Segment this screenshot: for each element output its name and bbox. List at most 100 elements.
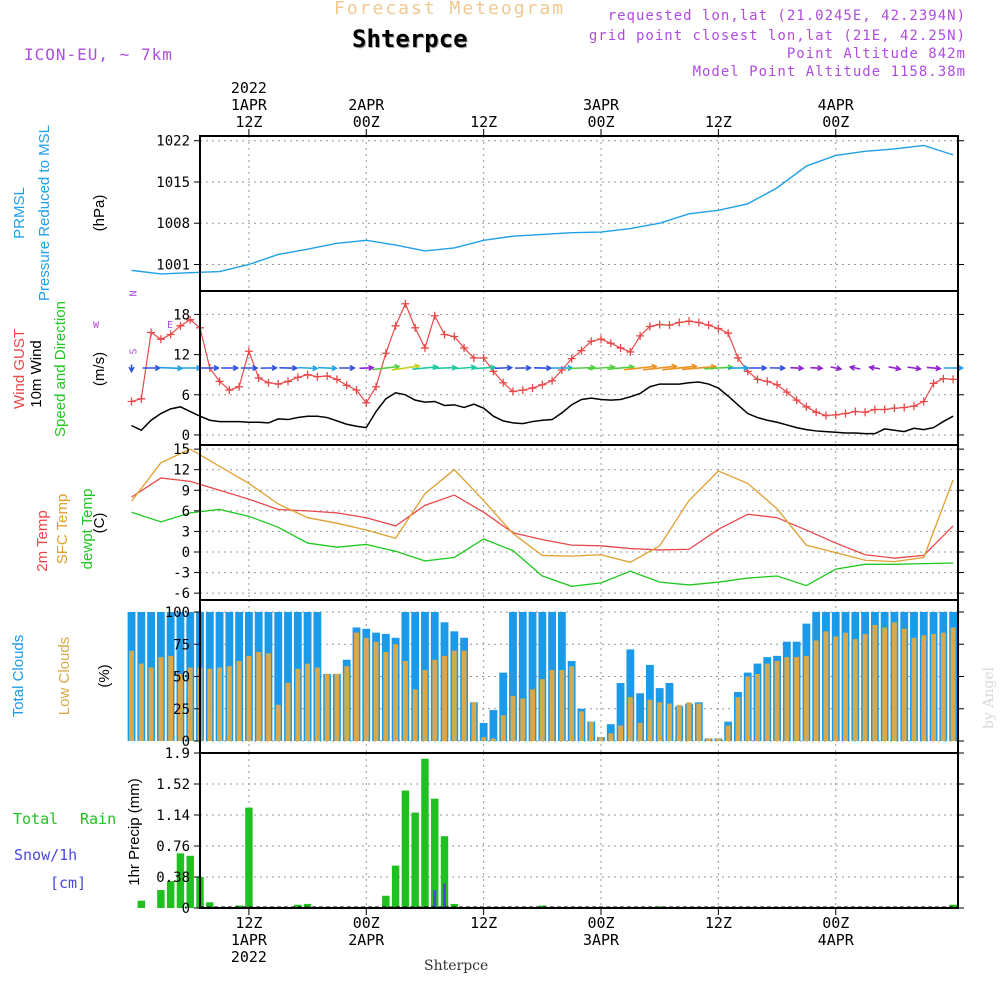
compass-s: S [128,348,140,355]
precip-ylabel: 1hr Precip (mm) [126,778,143,886]
low-clouds-bar [295,668,301,741]
compass-w: W [93,320,100,331]
wind-gust-marker [332,375,341,384]
wind-gust-marker [841,409,850,418]
bottom-time-label: 12Z [235,914,262,932]
low-clouds-bar [764,663,770,741]
low-clouds-bar [696,703,702,741]
y-tick-label: 0.38 [156,870,190,886]
y-tick-label: 1.52 [156,777,190,793]
model-label: ICON-EU, ~ 7km [24,45,173,64]
wind-direction-arrow [790,365,805,372]
wind-gust-marker [518,386,527,395]
snow-bar [433,890,437,908]
low-clouds-bar [314,667,320,741]
low-clouds-bar [490,738,496,741]
low-clouds-bar [461,650,467,741]
wind-direction-arrow [240,364,259,372]
wind-dir-label: Speed and Direction [52,301,69,437]
low-clouds-bar [706,738,712,741]
y-tick-label: 1015 [156,175,190,191]
wind-direction-arrow [888,365,902,372]
y-tick-label: -6 [173,586,190,602]
wind-gust-marker [704,321,713,330]
low-clouds-bar [138,663,144,741]
wind-direction-arrow [848,364,861,371]
wind-gust-marker [831,410,840,419]
rain-bar [235,905,243,908]
top-time-label: 12Z [470,113,497,131]
wind-gust-marker [156,335,165,344]
low-clouds-bar [627,697,633,741]
bottom-time-label: 4APR [818,931,855,949]
wind-gust-marker [929,379,938,388]
rain-bar [176,853,185,908]
y-tick-label: 75 [173,637,190,653]
rain-bar [401,790,410,908]
low-clouds-bar [256,651,262,741]
t2m-line [131,477,954,559]
sfc-temp-label: SFC Temp [54,493,71,565]
y-tick-label: 18 [173,307,190,323]
wind-gust-line [131,302,954,417]
total-clouds-label: Total Clouds [10,634,27,718]
y-tick-label: 3 [182,524,190,540]
total-clouds-bar [411,612,420,741]
wind-gust-marker [919,397,928,406]
wind-unit-label: (m/s) [91,351,108,387]
t2m-label: 2m Temp [34,510,51,572]
rain-bar [186,855,194,908]
wind-gust-marker [724,329,733,338]
low-clouds-bar [774,661,780,741]
y-tick-label: 15 [173,442,190,458]
wind-gust-marker [626,347,635,356]
wind-direction-arrow [868,364,881,371]
y-tick-label: 0 [182,545,190,561]
wind-direction-arrow [298,365,319,372]
low-clouds-bar [354,632,359,741]
wind-gust-marker [430,311,439,320]
wind-gust-marker [479,353,488,362]
low-clouds-bar [813,640,819,741]
wind-gust-marker [362,398,371,407]
low-clouds-bar [940,632,946,741]
wind-direction-arrow [748,364,768,372]
y-tick-label: 0 [182,428,190,444]
low-clouds-bar [471,702,477,741]
wind-gust-marker [381,349,390,358]
total-clouds-bar [528,612,537,741]
compass-n: N [128,290,140,297]
pressure-desc-label: Pressure Reduced to MSL [36,125,53,301]
wind-direction-arrow [359,364,375,371]
total-clouds-bar [636,693,645,741]
low-clouds-bar [530,689,535,741]
wind-gust-marker [254,374,263,383]
bottom-time-label: 00Z [587,914,614,932]
low-clouds-bar [715,738,721,741]
wind-gust-marker [293,373,302,382]
axis-layer: 1001100810151022061218-6-303691215025507… [156,79,964,966]
data-layer [127,144,965,908]
top-time-label: 2APR [348,96,385,114]
low-clouds-bar [657,702,663,741]
total-clouds-bar [518,612,527,741]
wind-gust-marker [733,353,742,362]
total-clouds-bar [616,682,625,741]
wind-gust-marker [939,374,948,383]
wind-direction-arrow [472,364,497,371]
low-clouds-bar [911,637,917,741]
wind-gust-marker [284,377,293,386]
panel-frame-pressure [199,135,959,292]
y-tick-label: 1.9 [165,746,190,762]
y-tick-label: 1008 [156,216,190,232]
panel-frame-temperature [199,444,959,601]
wind-direction-arrow [810,364,824,372]
wind-direction-arrow [372,363,401,371]
wind-gust-marker [225,386,234,395]
wind-gust-marker [587,337,596,346]
wind-direction-arrow [260,364,279,372]
low-clouds-bar [598,737,604,741]
low-clouds-bar [950,627,956,741]
low-clouds-bar [725,725,731,741]
low-clouds-bar [676,704,682,741]
